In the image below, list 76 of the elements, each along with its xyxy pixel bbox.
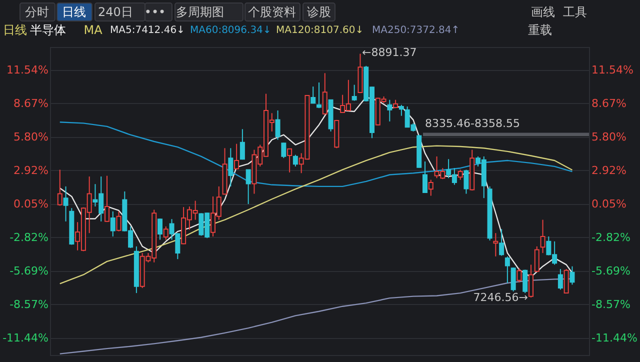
candlestick [322,72,328,115]
y2-tick-label: 2.92% [592,164,626,177]
candlestick [310,86,316,104]
candlestick [464,169,469,194]
text: MA60:8096.34↓ [190,25,272,36]
candlestick [275,110,280,140]
candlestick [281,142,286,159]
text: 画线 [531,5,555,19]
y-tick-label: -5.69% [10,264,48,278]
candlestick [493,232,498,257]
text: 日线 [62,5,86,19]
candlestick [240,128,245,160]
text: 240日 [98,5,133,19]
y-tick-label: 8.67% [14,96,48,110]
text: 分时 [25,5,49,19]
annotation: ←8891.37 [362,46,417,59]
text: 诊股 [307,5,331,19]
candlestick [316,82,322,109]
text: MA [84,23,104,37]
candlestick [570,266,575,286]
candlestick [246,169,251,205]
y-tick-label: 11.54% [6,63,48,76]
candlestick [516,268,522,283]
text: MA5:7412.46↓ [110,25,185,36]
text: MA120:8107.60↓ [276,25,364,36]
candlestick [352,84,357,102]
candlestick [116,210,122,232]
candlestick [540,219,546,254]
text: 工具 [563,5,587,19]
y-tick-label: -11.44% [2,331,48,344]
candlestick [458,169,463,180]
candlestick [387,99,392,122]
candlestick [228,148,234,187]
candlestick [510,267,516,292]
y2-tick-label: -5.69% [592,264,630,278]
text: 个股资料 [248,5,296,19]
text: 多周期图 [176,5,224,19]
candlestick [504,256,510,284]
annotation: 7246.56→ [473,291,528,304]
candlestick [57,169,62,206]
text: 日线 [3,23,27,37]
candlestick [158,218,162,240]
y2-tick-label: 0.05% [592,197,626,210]
candlestick [534,246,540,272]
y-tick-label: -2.82% [10,230,48,244]
candlestick [528,264,534,298]
candlestick [522,269,528,294]
y2-tick-label: -8.57% [592,298,630,311]
candlestick [558,268,563,290]
candlestick [499,228,504,256]
candlestick [104,175,110,222]
candlestick [63,186,68,222]
candlestick [110,210,116,237]
band-label: 8335.46-8358.55 [425,116,520,130]
text: ••• [144,5,166,19]
candlestick [398,104,404,116]
candlestick [292,154,298,167]
text: 重载 [528,23,552,37]
y-tick-label: 0.05% [14,197,48,210]
candlestick [428,179,434,196]
y2-tick-label: 5.80% [592,130,626,144]
y2-tick-label: 11.54% [592,63,634,76]
y-tick-label: 5.80% [14,130,48,144]
y-tick-label: -8.57% [10,298,48,311]
y2-tick-label: -2.82% [592,230,630,244]
candlestick [422,160,428,194]
y2-tick-label: 8.67% [592,96,626,110]
line-series [59,145,573,284]
text: MA250:7372.84↑ [372,25,460,36]
y2-tick-label: -11.44% [592,331,638,344]
candlestick [564,268,569,294]
candlestick [163,226,168,240]
candlestick [287,148,292,173]
candlestick [234,143,240,170]
y-tick-label: 2.92% [14,164,48,177]
chart-title: 半导体 [30,23,66,37]
